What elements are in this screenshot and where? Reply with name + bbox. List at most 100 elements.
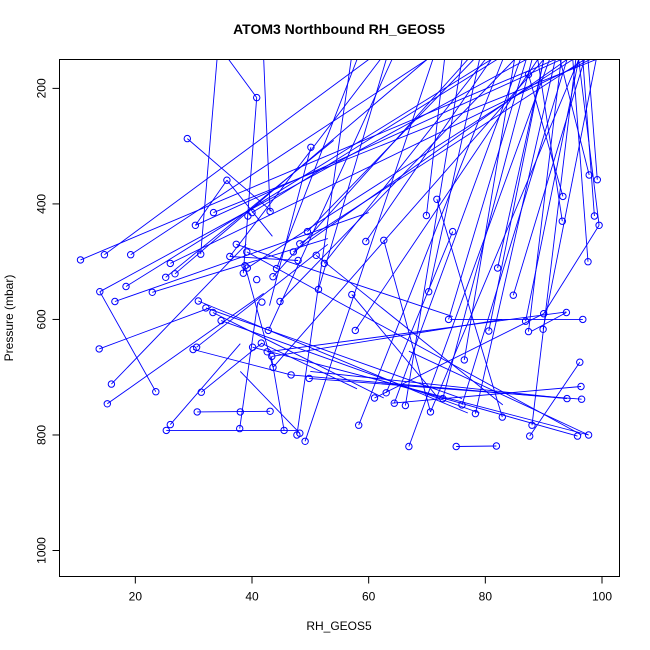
data-point bbox=[595, 221, 603, 230]
series-line-segment bbox=[200, 59, 218, 255]
series-line-segment bbox=[463, 59, 515, 360]
data-point bbox=[236, 408, 245, 416]
data-point bbox=[485, 327, 493, 335]
data-point bbox=[253, 275, 261, 284]
data-point bbox=[183, 134, 192, 143]
series-line-segment bbox=[474, 59, 556, 414]
series-line-segment bbox=[192, 349, 292, 376]
data-point bbox=[191, 221, 200, 230]
data-point bbox=[257, 339, 265, 347]
data-point bbox=[405, 442, 413, 451]
series-line-segment bbox=[226, 179, 273, 237]
data-point bbox=[584, 258, 592, 266]
data-point bbox=[320, 259, 328, 268]
series-line-segment bbox=[270, 356, 285, 431]
series-line-segment bbox=[195, 179, 228, 226]
data-point bbox=[528, 421, 536, 429]
data-point bbox=[351, 326, 359, 335]
data-point bbox=[577, 382, 585, 391]
data-point bbox=[425, 288, 433, 296]
series-line-segment bbox=[197, 410, 271, 413]
data-point bbox=[294, 256, 302, 265]
series-line-segment bbox=[307, 59, 475, 232]
y-tick-label: 200 bbox=[35, 78, 49, 98]
series-line-segment bbox=[242, 97, 258, 274]
data-point bbox=[471, 409, 480, 418]
data-point bbox=[521, 317, 530, 325]
series-line-segment bbox=[267, 59, 393, 331]
series-line-segment bbox=[351, 294, 440, 399]
series-line-segment bbox=[531, 59, 577, 426]
data-point bbox=[197, 250, 205, 258]
data-point bbox=[380, 236, 388, 245]
series-line-segment bbox=[229, 59, 381, 257]
data-point bbox=[217, 316, 225, 325]
series-line-segment bbox=[99, 306, 212, 350]
series-line-segment bbox=[456, 445, 497, 447]
series-line-segment bbox=[559, 59, 590, 176]
series-line-segment bbox=[318, 59, 387, 290]
data-point bbox=[498, 413, 506, 421]
data-point bbox=[152, 388, 160, 396]
data-point bbox=[96, 288, 104, 296]
series-line-segment bbox=[528, 59, 562, 332]
data-point bbox=[426, 408, 435, 416]
series-line-segment bbox=[236, 243, 453, 318]
x-tick-label: 80 bbox=[479, 590, 493, 604]
data-point bbox=[194, 297, 203, 305]
series-line-segment bbox=[205, 307, 463, 400]
series-line-segment bbox=[272, 59, 469, 278]
data-point bbox=[439, 394, 447, 403]
data-point bbox=[422, 211, 431, 220]
series-line-segment bbox=[228, 59, 258, 98]
data-point bbox=[305, 374, 313, 383]
series-line-segment bbox=[393, 59, 521, 404]
data-point bbox=[232, 240, 241, 249]
data-point bbox=[268, 352, 276, 361]
series-line-segment bbox=[251, 59, 498, 213]
data-point bbox=[269, 363, 277, 372]
data-point bbox=[209, 308, 217, 317]
series-line-segment bbox=[169, 343, 241, 425]
x-tick-label: 40 bbox=[245, 590, 259, 604]
data-point bbox=[209, 208, 218, 217]
data-point bbox=[162, 426, 171, 435]
data-point bbox=[307, 143, 315, 152]
series-line-segment bbox=[428, 59, 480, 292]
series-line-segment bbox=[267, 311, 567, 353]
data-point bbox=[197, 388, 206, 396]
data-point bbox=[314, 285, 323, 294]
y-axis-label: Pressure (mbar) bbox=[2, 275, 16, 362]
series-line-segment bbox=[587, 59, 598, 180]
data-point bbox=[76, 256, 85, 264]
data-point bbox=[269, 273, 277, 281]
series-line-segment bbox=[531, 312, 567, 332]
data-point bbox=[509, 291, 517, 299]
series-line-segment bbox=[212, 312, 385, 399]
data-point bbox=[433, 195, 441, 204]
series-line-segment bbox=[104, 59, 369, 256]
series-line-segment bbox=[111, 243, 247, 385]
data-point bbox=[95, 345, 103, 353]
y-tick-label: 400 bbox=[35, 194, 49, 214]
series-line-segment bbox=[310, 370, 568, 400]
data-point bbox=[272, 264, 281, 273]
series-line-segment bbox=[252, 346, 589, 436]
data-point bbox=[584, 431, 593, 439]
data-point bbox=[127, 251, 135, 259]
series-line-segment bbox=[196, 243, 329, 348]
data-point bbox=[171, 270, 179, 278]
series-line-segment bbox=[272, 59, 545, 368]
data-point bbox=[382, 389, 390, 397]
series-line-segment bbox=[99, 291, 157, 392]
series-line-segment bbox=[201, 342, 263, 393]
data-point bbox=[166, 420, 175, 429]
series-line-segment bbox=[543, 225, 600, 314]
data-point bbox=[202, 304, 210, 312]
data-point bbox=[579, 315, 587, 324]
series-line-segment bbox=[174, 59, 428, 275]
data-point bbox=[162, 273, 170, 281]
series-line-segment bbox=[125, 59, 492, 287]
